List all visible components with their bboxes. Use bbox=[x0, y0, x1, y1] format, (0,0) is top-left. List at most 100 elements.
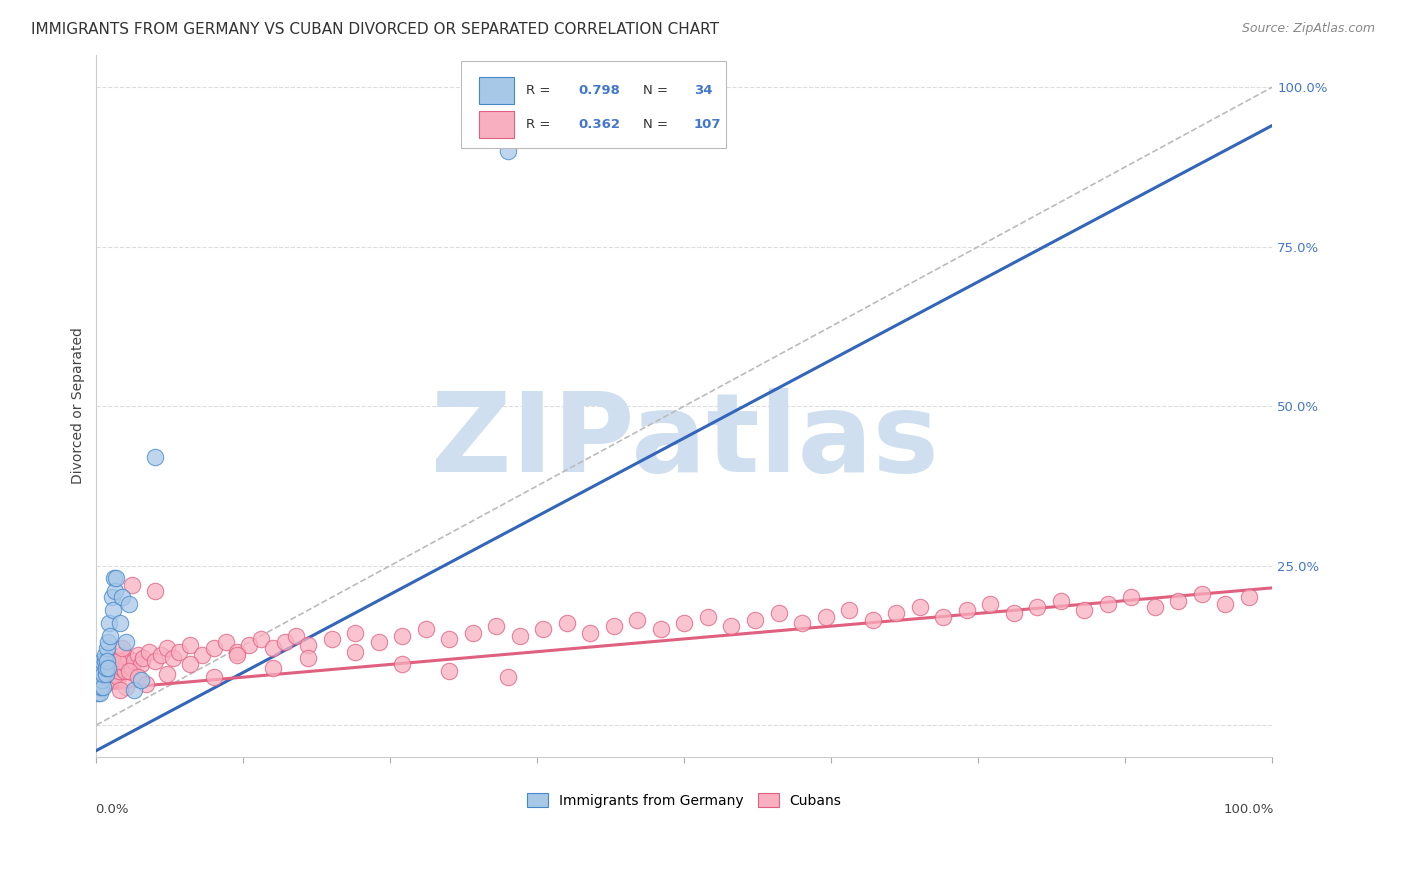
Point bbox=[461, 625, 484, 640]
Point bbox=[344, 645, 367, 659]
Point bbox=[108, 615, 131, 630]
Point bbox=[862, 613, 884, 627]
Point bbox=[1073, 603, 1095, 617]
Point bbox=[91, 673, 114, 688]
Point bbox=[262, 660, 284, 674]
Point bbox=[107, 664, 129, 678]
Point bbox=[226, 645, 249, 659]
Point bbox=[98, 660, 121, 674]
Point bbox=[814, 609, 837, 624]
Point bbox=[93, 648, 115, 662]
Point bbox=[129, 657, 152, 672]
Point bbox=[1121, 591, 1143, 605]
Point bbox=[250, 632, 273, 646]
Point bbox=[496, 670, 519, 684]
Point bbox=[273, 635, 295, 649]
Point bbox=[156, 667, 179, 681]
Point bbox=[108, 682, 131, 697]
Point bbox=[135, 676, 157, 690]
Point bbox=[1143, 599, 1166, 614]
Point bbox=[179, 638, 201, 652]
Point bbox=[344, 625, 367, 640]
Text: 0.0%: 0.0% bbox=[96, 803, 129, 815]
Point bbox=[496, 144, 519, 158]
Point bbox=[93, 680, 115, 694]
Point bbox=[531, 623, 554, 637]
Text: N =: N = bbox=[644, 118, 672, 131]
Point bbox=[94, 664, 117, 678]
Point bbox=[100, 629, 122, 643]
Point bbox=[89, 686, 111, 700]
Point bbox=[111, 591, 134, 605]
Point bbox=[191, 648, 214, 662]
Point bbox=[1237, 591, 1260, 605]
Point bbox=[956, 603, 979, 617]
Point bbox=[238, 638, 260, 652]
Point bbox=[96, 654, 118, 668]
Point bbox=[156, 641, 179, 656]
Point bbox=[437, 632, 460, 646]
Point bbox=[555, 615, 578, 630]
Point bbox=[127, 670, 149, 684]
Text: Source: ZipAtlas.com: Source: ZipAtlas.com bbox=[1241, 22, 1375, 36]
Point bbox=[391, 629, 413, 643]
Point bbox=[650, 623, 672, 637]
Point bbox=[98, 615, 121, 630]
Text: R =: R = bbox=[526, 84, 554, 96]
Point bbox=[167, 645, 190, 659]
Point bbox=[86, 676, 108, 690]
Point bbox=[391, 657, 413, 672]
Point bbox=[509, 629, 531, 643]
Point bbox=[132, 651, 155, 665]
Text: 0.362: 0.362 bbox=[579, 118, 620, 131]
Point bbox=[118, 597, 141, 611]
Point bbox=[96, 641, 118, 656]
Point bbox=[285, 629, 308, 643]
Point bbox=[226, 648, 249, 662]
Point bbox=[107, 670, 129, 684]
Point bbox=[768, 607, 790, 621]
Point bbox=[86, 686, 108, 700]
Point bbox=[603, 619, 626, 633]
Point bbox=[107, 654, 129, 668]
Point bbox=[101, 603, 124, 617]
Text: 0.798: 0.798 bbox=[579, 84, 620, 96]
Point bbox=[90, 680, 112, 694]
Point bbox=[626, 613, 648, 627]
Point bbox=[114, 657, 136, 672]
Legend: Immigrants from Germany, Cubans: Immigrants from Germany, Cubans bbox=[522, 788, 848, 814]
Point bbox=[122, 654, 145, 668]
Point bbox=[121, 660, 143, 674]
Point bbox=[90, 660, 112, 674]
Point bbox=[96, 673, 118, 688]
Point bbox=[143, 450, 166, 464]
Point bbox=[100, 673, 122, 688]
Point bbox=[790, 615, 813, 630]
Text: 107: 107 bbox=[693, 118, 721, 131]
Point bbox=[111, 641, 134, 656]
Point bbox=[93, 676, 115, 690]
Point bbox=[215, 635, 238, 649]
Point bbox=[97, 667, 120, 681]
Point bbox=[1049, 593, 1071, 607]
Point bbox=[1026, 599, 1049, 614]
Point bbox=[838, 603, 860, 617]
Point bbox=[1215, 597, 1237, 611]
Point bbox=[118, 664, 141, 678]
Point bbox=[105, 571, 128, 585]
Point bbox=[93, 670, 115, 684]
Point bbox=[117, 651, 139, 665]
Point bbox=[321, 632, 343, 646]
Point bbox=[110, 648, 132, 662]
Text: ZIPatlas: ZIPatlas bbox=[430, 388, 938, 495]
Point bbox=[129, 673, 152, 688]
Point bbox=[1167, 593, 1189, 607]
Point bbox=[262, 641, 284, 656]
Point bbox=[108, 657, 131, 672]
Point bbox=[93, 654, 115, 668]
Point bbox=[485, 619, 508, 633]
Point bbox=[437, 664, 460, 678]
Point bbox=[162, 651, 184, 665]
Point bbox=[121, 577, 143, 591]
Point bbox=[91, 654, 114, 668]
